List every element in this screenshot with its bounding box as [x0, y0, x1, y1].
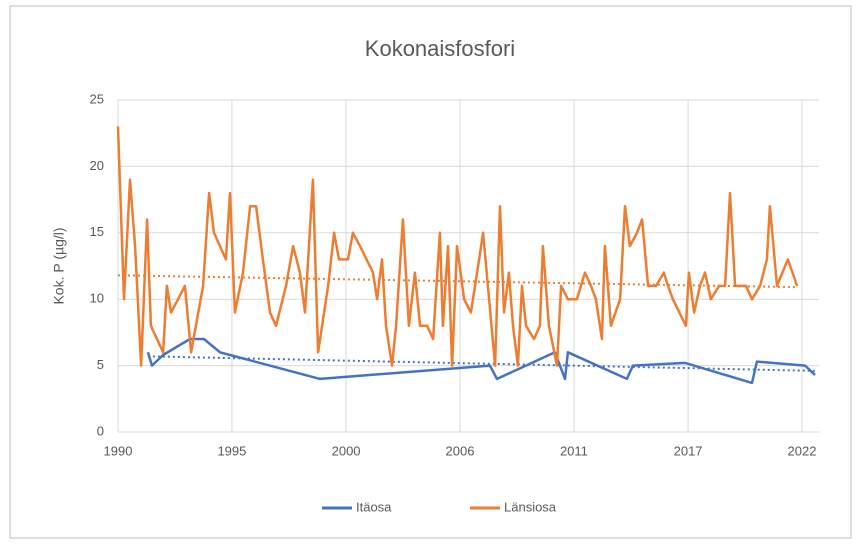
trend-line [117, 274, 798, 289]
y-tick-label: 5 [97, 357, 104, 372]
y-tick-label: 20 [90, 158, 104, 173]
y-tick-label: 15 [90, 224, 104, 239]
legend-label: Itäosa [356, 499, 392, 514]
x-tick-label: 2011 [560, 443, 588, 458]
x-tick-label: 2017 [674, 443, 703, 458]
y-axis-label: Kok. P (µg/l) [51, 227, 67, 304]
series-line [116, 126, 799, 367]
y-tick-label: 0 [97, 423, 104, 438]
x-tick-label: 2000 [332, 443, 361, 458]
x-tick-label: 2006 [446, 443, 475, 458]
x-tick-label: 2022 [788, 443, 817, 458]
x-tick-label: 1995 [217, 443, 246, 458]
y-tick-label: 10 [90, 291, 104, 306]
chart-title: Kokonaisfosfori [365, 36, 515, 61]
x-tick-label: 1990 [104, 443, 133, 458]
y-tick-label: 25 [90, 91, 104, 106]
legend-label: Länsiosa [504, 499, 557, 514]
